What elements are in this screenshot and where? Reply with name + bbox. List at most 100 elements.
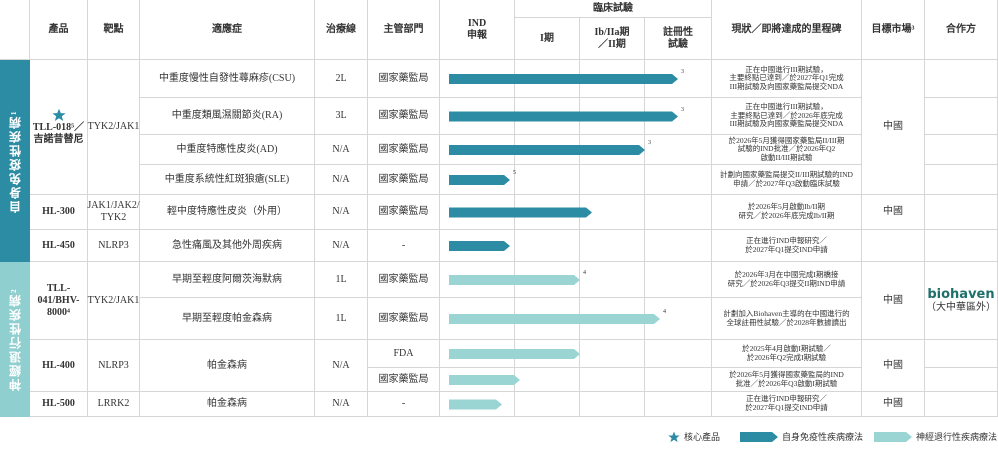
line: N/A (315, 165, 368, 195)
line: 1L (315, 262, 368, 298)
cell (925, 60, 998, 98)
header-cell: 產品 (30, 0, 88, 60)
status: 於2026年5月獲得國家藥監局II/III期 試驗的IND批准／於2026年Q2… (712, 135, 862, 165)
header-cell: I期 (515, 18, 580, 60)
progress-arrow (449, 399, 502, 410)
progress-arrow (449, 349, 580, 359)
cell (515, 392, 580, 417)
footnote-mark: 3 (648, 140, 651, 146)
cell (580, 230, 645, 262)
market: 中國 (862, 262, 925, 340)
legend-arrow (740, 431, 778, 442)
cell (515, 165, 580, 195)
header-cell: 現狀／即將達成的里程碑 (712, 0, 862, 60)
indication: 帕金森病 (140, 392, 315, 417)
status: 於2026年3月在中國完成I期橋接 研究／於2026年Q3提交II期IND申請 (712, 262, 862, 298)
indication: 輕中度特應性皮炎（外用） (140, 195, 315, 230)
regulator: - (368, 392, 440, 417)
line: N/A (315, 392, 368, 417)
line: 3L (315, 98, 368, 135)
target: NLRP3 (88, 340, 140, 392)
header-cell: Ib/IIa期 ／II期 (580, 18, 645, 60)
header-cell: 註冊性 試驗 (645, 18, 712, 60)
cell (645, 340, 712, 368)
cell (925, 98, 998, 135)
product: TLL-018⁵／ 吉諾昔替尼 (30, 60, 88, 195)
target: LRRK2 (88, 392, 140, 417)
status: 於2025年4月啟動I期試驗／ 於2026年Q2完成I期試驗 (712, 340, 862, 368)
status: 計劃向國家藥監局提交II/III期試驗的IND 申請／於2027年Q3啟動臨床試… (712, 165, 862, 195)
regulator: 國家藥監局 (368, 98, 440, 135)
regulator: 國家藥監局 (368, 368, 440, 392)
cell (925, 135, 998, 165)
cell (515, 230, 580, 262)
header-cell (0, 0, 30, 60)
market: 中國 (862, 60, 925, 195)
progress-arrow (449, 111, 678, 122)
cell (580, 392, 645, 417)
legend-star (668, 431, 680, 442)
progress-arrow (449, 375, 520, 385)
star-icon (51, 108, 66, 121)
status: 於2026年5月啟動Ib/II期 研究／於2026年底完成Ib/II期 (712, 195, 862, 230)
market: 中國 (862, 195, 925, 230)
regulator: 國家藥監局 (368, 262, 440, 298)
line: N/A (315, 340, 368, 392)
cell (515, 368, 580, 392)
partner: biohaven （大中華區外） (925, 262, 998, 340)
regulator: 國家藥監局 (368, 165, 440, 195)
product: HL-400 (30, 340, 88, 392)
line: 1L (315, 298, 368, 340)
cell (925, 165, 998, 195)
indication: 急性痛風及其他外周疾病 (140, 230, 315, 262)
indication: 中重度系統性紅斑狼瘡(SLE) (140, 165, 315, 195)
footnote-mark: 4 (663, 309, 666, 315)
progress-arrow (449, 175, 510, 185)
cell (862, 230, 925, 262)
cell (645, 262, 712, 298)
status: 正在進行IND申報研究／ 於2027年Q1提交IND申請 (712, 392, 862, 417)
header-cell: 臨床試驗 (515, 0, 712, 18)
legend-item: 自身免疫性疾病療法 (740, 430, 863, 443)
product: HL-500 (30, 392, 88, 417)
cell (925, 392, 998, 417)
header-cell: 目標市場³ (862, 0, 925, 60)
legend-label: 核心產品 (684, 432, 721, 442)
progress-arrow (449, 207, 592, 218)
legend-label: 自身免疫性疾病療法 (782, 432, 864, 442)
status: 正在進行IND申報研究／ 於2027年Q1提交IND申請 (712, 230, 862, 262)
regulator: FDA (368, 340, 440, 368)
header-cell: 治療線 (315, 0, 368, 60)
status: 正在中國進行III期試驗， 主要終點已達到／於2027年Q1完成 III期試驗及… (712, 60, 862, 98)
indication: 中重度特應性皮炎(AD) (140, 135, 315, 165)
legend-item: 核心產品 (668, 430, 720, 443)
header-cell: 主管部門 (368, 0, 440, 60)
indication: 帕金森病 (140, 340, 315, 392)
product: HL-450 (30, 230, 88, 262)
status: 計劃加入Biohaven主導的在中國進行的 全球註冊性試驗／於2028年數據讀出 (712, 298, 862, 340)
cell (645, 165, 712, 195)
header-cell: 靶點 (88, 0, 140, 60)
cell (925, 368, 998, 392)
footnote-mark: 3 (681, 69, 684, 75)
cell (580, 165, 645, 195)
cell (645, 392, 712, 417)
indication: 中重度慢性自發性蕁麻疹(CSU) (140, 60, 315, 98)
footnote-mark: 4 (583, 270, 586, 276)
line: N/A (315, 195, 368, 230)
line: N/A (315, 135, 368, 165)
cell (580, 262, 645, 298)
status: 於2026年5月獲得國家藥監局的IND 批准／於2026年Q3啟動I期試驗 (712, 368, 862, 392)
progress-arrow (449, 145, 645, 155)
regulator: 國家藥監局 (368, 135, 440, 165)
regulator: 國家藥監局 (368, 298, 440, 340)
status: 正在中國進行III期試驗， 主要終點已達到／於2026年底完成 III期試驗及向… (712, 98, 862, 135)
target: TYK2/JAK1 (88, 262, 140, 340)
legend-label: 神經退行性疾病療法 (916, 432, 998, 442)
regulator: 國家藥監局 (368, 195, 440, 230)
progress-arrow (449, 74, 678, 84)
target: JAK1/JAK2/ TYK2 (87, 195, 140, 230)
line: 2L (315, 60, 368, 98)
